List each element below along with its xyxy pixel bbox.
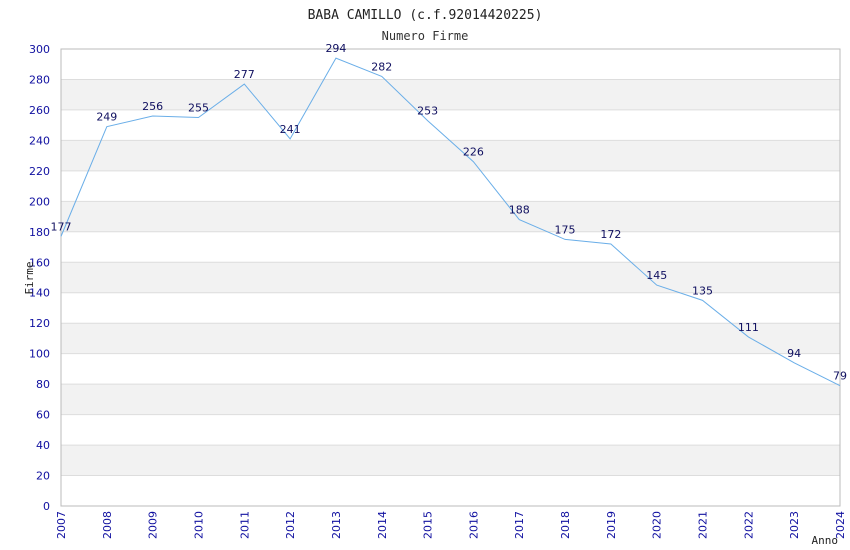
y-tick-label: 260: [29, 104, 50, 117]
x-tick-label: 2014: [376, 511, 389, 539]
data-label: 111: [738, 321, 759, 334]
plot-frame: [60, 48, 841, 507]
y-tick-label: 280: [29, 73, 50, 86]
data-labels: 177 249 256 255 277 241 294 282 253 226 188 175 172 1…: [51, 42, 848, 383]
grid-lines: [61, 48, 840, 507]
y-tick-label: 40: [36, 439, 50, 452]
x-tick-label: 2022: [742, 511, 755, 539]
series-line: [60, 57, 841, 387]
data-label: 145: [646, 269, 667, 282]
data-label: 172: [600, 228, 621, 241]
y-tick-label: 80: [36, 378, 50, 391]
x-tick-label: 2009: [147, 511, 160, 539]
data-label: 277: [234, 68, 255, 81]
grid-band: [61, 262, 840, 293]
y-tick-label: 120: [29, 317, 50, 330]
chart-title: BABA CAMILLO (c.f.92014420225): [308, 8, 543, 23]
y-tick-label: 180: [29, 226, 50, 239]
grid-band: [61, 79, 840, 110]
y-axis-label: Firme: [23, 261, 36, 294]
data-label: 79: [833, 370, 847, 383]
data-label: 255: [188, 102, 209, 115]
x-tick-label: 2023: [788, 511, 801, 539]
x-axis-ticks: 2007 2008 2009 2010 2011 2012 2013 2014 2015 2016…: [55, 511, 847, 539]
x-tick-label: 2018: [559, 511, 572, 539]
x-tick-label: 2019: [605, 511, 618, 539]
y-tick-label: 20: [36, 470, 50, 483]
data-label: 226: [463, 146, 484, 159]
y-tick-label: 100: [29, 348, 50, 361]
x-tick-label: 2008: [101, 511, 114, 539]
x-tick-label: 2013: [330, 511, 343, 539]
grid-band: [61, 323, 840, 354]
grid-band: [61, 445, 840, 476]
y-tick-label: 240: [29, 134, 50, 147]
x-tick-label: 2015: [422, 511, 435, 539]
y-tick-label: 0: [43, 500, 50, 513]
data-label: 94: [787, 347, 801, 360]
y-tick-label: 220: [29, 165, 50, 178]
x-tick-label: 2020: [651, 511, 664, 539]
y-tick-label: 200: [29, 195, 50, 208]
x-tick-label: 2011: [238, 511, 251, 539]
y-tick-label: 160: [29, 256, 50, 269]
grid-band: [61, 201, 840, 232]
grid-band: [61, 140, 840, 171]
y-tick-label: 300: [29, 43, 50, 56]
x-axis-label: Anno: [812, 534, 839, 547]
data-label: 249: [96, 111, 117, 124]
x-tick-label: 2021: [697, 511, 710, 539]
x-tick-label: 2007: [55, 511, 68, 539]
y-tick-label: 140: [29, 287, 50, 300]
data-label: 188: [509, 204, 530, 217]
plot-bands: [61, 79, 840, 476]
data-label: 294: [325, 42, 346, 55]
y-axis-ticks: 0 20 40 60 80 100 120 140 160 180 200 220 240 260 280 3…: [29, 43, 50, 513]
y-tick-label: 60: [36, 409, 50, 422]
data-label: 241: [280, 123, 301, 136]
data-label: 135: [692, 284, 713, 297]
x-tick-label: 2024: [834, 511, 847, 539]
x-tick-label: 2016: [467, 511, 480, 539]
data-label: 177: [51, 220, 72, 233]
x-tick-label: 2010: [192, 511, 205, 539]
x-tick-label: 2017: [513, 511, 526, 539]
chart-subtitle: Numero Firme: [382, 29, 469, 43]
data-label: 253: [417, 105, 438, 118]
data-label: 256: [142, 100, 163, 113]
grid-band: [61, 384, 840, 415]
x-tick-label: 2012: [284, 511, 297, 539]
data-label: 175: [555, 223, 576, 236]
data-label: 282: [371, 60, 392, 73]
